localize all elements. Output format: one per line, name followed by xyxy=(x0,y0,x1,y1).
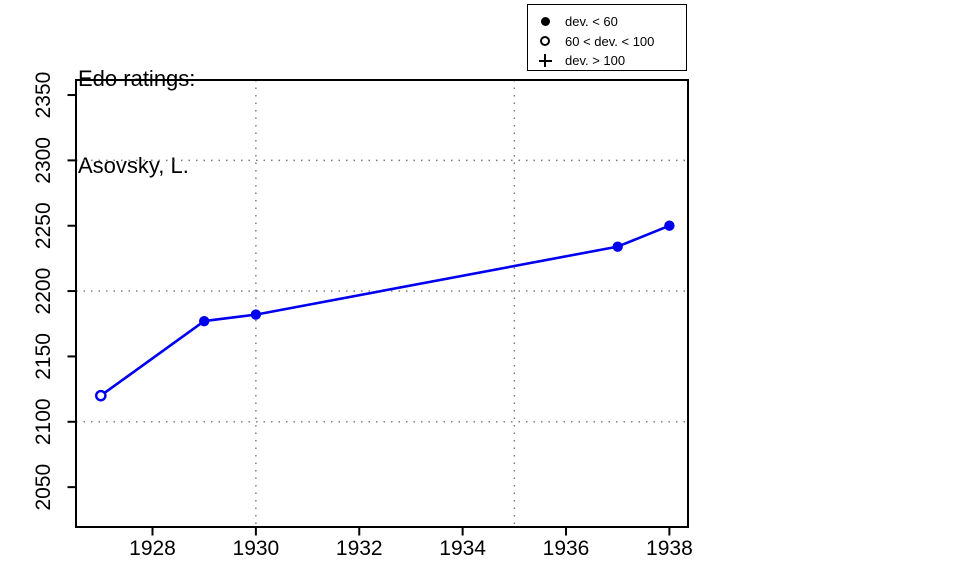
plus-icon xyxy=(538,54,552,68)
svg-text:1938: 1938 xyxy=(646,537,693,560)
svg-text:2250: 2250 xyxy=(32,202,55,249)
legend-item-label: 60 < dev. < 100 xyxy=(565,33,655,49)
open-circle-icon xyxy=(538,36,552,47)
chart-title-line1: Edo ratings: xyxy=(78,66,196,91)
svg-text:2100: 2100 xyxy=(32,398,55,445)
legend-item-dev-lt-60: dev. < 60 xyxy=(528,12,686,32)
legend: dev. < 60 60 < dev. < 100 dev. > 100 xyxy=(527,4,687,71)
svg-text:1928: 1928 xyxy=(129,537,176,560)
svg-text:1934: 1934 xyxy=(439,537,486,560)
legend-item-dev-60-100: 60 < dev. < 100 xyxy=(528,32,686,52)
svg-text:1930: 1930 xyxy=(233,537,280,560)
legend-item-dev-gt-100: dev. > 100 xyxy=(528,51,686,71)
svg-text:2050: 2050 xyxy=(32,464,55,511)
legend-item-label: dev. > 100 xyxy=(565,53,626,69)
svg-text:2300: 2300 xyxy=(32,137,55,184)
svg-text:2150: 2150 xyxy=(32,333,55,380)
svg-text:1936: 1936 xyxy=(543,537,590,560)
svg-text:2200: 2200 xyxy=(32,268,55,315)
legend-item-label: dev. < 60 xyxy=(565,14,618,30)
chart-title: Edo ratings: Asovsky, L. xyxy=(78,6,195,238)
svg-text:1932: 1932 xyxy=(336,537,383,560)
svg-text:2350: 2350 xyxy=(32,72,55,119)
filled-circle-icon xyxy=(538,17,552,27)
chart-title-line2: Asovsky, L. xyxy=(78,153,189,178)
